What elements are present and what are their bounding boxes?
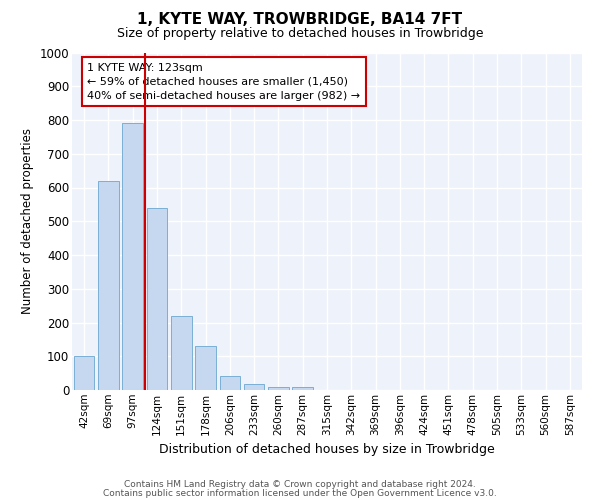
Bar: [244, 384, 265, 390]
Text: Contains HM Land Registry data © Crown copyright and database right 2024.: Contains HM Land Registry data © Crown c…: [124, 480, 476, 489]
Bar: [74, 356, 94, 390]
Text: 1 KYTE WAY: 123sqm
← 59% of detached houses are smaller (1,450)
40% of semi-deta: 1 KYTE WAY: 123sqm ← 59% of detached hou…: [88, 62, 361, 100]
Bar: [292, 386, 313, 390]
Bar: [146, 208, 167, 390]
Bar: [122, 124, 143, 390]
Bar: [195, 346, 216, 390]
Bar: [98, 180, 119, 390]
Text: Size of property relative to detached houses in Trowbridge: Size of property relative to detached ho…: [117, 28, 483, 40]
Text: 1, KYTE WAY, TROWBRIDGE, BA14 7FT: 1, KYTE WAY, TROWBRIDGE, BA14 7FT: [137, 12, 463, 28]
Bar: [171, 316, 191, 390]
X-axis label: Distribution of detached houses by size in Trowbridge: Distribution of detached houses by size …: [159, 443, 495, 456]
Bar: [220, 376, 240, 390]
Text: Contains public sector information licensed under the Open Government Licence v3: Contains public sector information licen…: [103, 488, 497, 498]
Y-axis label: Number of detached properties: Number of detached properties: [21, 128, 34, 314]
Bar: [268, 386, 289, 390]
